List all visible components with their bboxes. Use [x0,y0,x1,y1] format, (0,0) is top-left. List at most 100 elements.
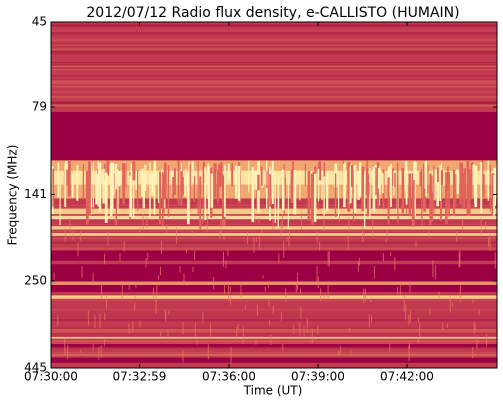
x-tick-label: 07:42:00 [380,370,434,384]
texture-streak [300,306,302,320]
texture-line [51,316,497,318]
texture-streak [447,166,449,191]
texture-line [51,249,497,251]
texture-streak [102,168,105,204]
texture-streak [317,325,319,335]
y-axis-label: Frequency (MHz) [6,145,20,246]
texture-streak [399,282,401,296]
texture-streak [365,168,369,195]
texture-streak [234,165,238,199]
texture-streak [147,252,149,261]
texture-streak [119,253,121,261]
texture-streak [424,161,426,189]
texture-streak [445,172,448,225]
texture-streak [118,170,121,187]
texture-streak [181,176,184,195]
texture-band [51,250,497,261]
texture-streak [396,162,399,210]
texture-streak [268,297,270,307]
texture-streak [348,327,350,333]
texture-streak [386,230,388,237]
texture-streak [268,319,270,326]
texture-band [51,226,497,230]
texture-streak [349,166,352,204]
texture-streak [194,250,196,261]
texture-line [51,213,497,215]
texture-streak [439,165,442,201]
texture-streak [204,170,207,221]
texture-line [51,34,497,36]
texture-streak [191,230,193,235]
texture-streak [306,318,308,334]
texture-streak [459,250,461,267]
texture-streak [99,313,101,329]
texture-streak [469,174,473,200]
texture-streak [221,174,224,226]
texture-streak [166,224,168,233]
texture-streak [405,166,408,205]
texture-streak [162,171,164,227]
texture-streak [128,282,130,290]
texture-streak [339,216,341,223]
texture-streak [223,251,225,267]
texture-streak [223,235,225,240]
texture-line [51,52,497,56]
texture-streak [173,168,176,195]
texture-streak [98,162,102,212]
texture-streak [285,288,287,302]
texture-streak [409,281,411,293]
texture-streak [125,162,127,189]
texture-streak [149,162,151,218]
texture-line [51,82,497,84]
texture-streak [411,173,415,227]
texture-streak [136,169,139,211]
texture-line [51,247,497,249]
texture-streak [142,214,144,230]
texture-streak [175,227,177,244]
texture-streak [128,323,130,334]
y-tick-label: 79 [32,99,47,113]
texture-streak [134,295,136,299]
texture-streak [474,324,476,333]
texture-streak [403,296,405,312]
texture-streak [207,344,209,360]
texture-streak [157,275,159,280]
texture-streak [281,213,283,229]
texture-streak [320,288,322,302]
texture-streak [94,315,96,329]
texture-line [51,313,497,315]
texture-streak [326,173,329,211]
texture-streak [264,286,266,292]
texture-streak [191,161,194,184]
texture-line [51,333,497,335]
texture-streak [177,160,180,205]
texture-streak [317,168,320,202]
texture-streak [153,287,155,299]
texture-streak [293,324,295,335]
texture-streak [375,167,377,196]
texture-line [51,241,497,244]
texture-streak [218,164,221,186]
texture-streak [309,214,311,220]
texture-streak [196,339,198,345]
texture-streak [371,315,373,323]
texture-streak [357,171,360,201]
texture-streak [372,220,374,238]
texture-streak [104,253,106,265]
texture-line [51,204,497,206]
texture-streak [77,242,79,257]
texture-streak [430,175,433,222]
texture-streak [427,165,429,194]
texture-line [51,75,497,77]
texture-streak [88,161,91,216]
texture-streak [227,282,229,301]
texture-streak [468,169,471,216]
texture-streak [117,175,119,214]
texture-streak [270,334,272,346]
texture-streak [172,177,175,199]
texture-streak [436,168,439,207]
texture-streak [286,237,288,241]
texture-streak [361,166,365,212]
texture-streak [458,252,460,268]
texture-streak [186,173,190,225]
